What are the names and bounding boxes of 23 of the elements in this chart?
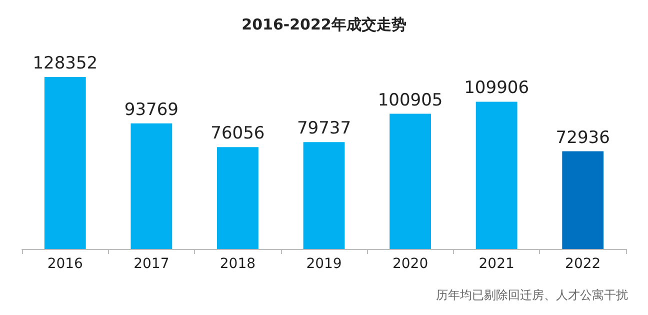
- data-label: 79737: [296, 118, 352, 139]
- data-label: 76056: [210, 124, 265, 144]
- bar: [44, 77, 86, 249]
- text: 历年均已剔除回迁房、人才公寓干扰: [436, 288, 628, 302]
- data-label: 93769: [124, 100, 178, 120]
- x-tick-label: 2021: [478, 256, 514, 272]
- bar: [303, 142, 345, 249]
- data-label: 100905: [378, 90, 443, 110]
- x-tick-label: 2019: [306, 256, 342, 272]
- data-label: 128352: [32, 54, 98, 74]
- bar: [562, 151, 604, 249]
- bar: [476, 102, 518, 249]
- x-tick-label: 2018: [220, 256, 256, 272]
- x-tick-label: 2016: [47, 256, 84, 272]
- bar: [130, 123, 172, 249]
- bar: [217, 147, 258, 249]
- x-tick-label: 2020: [392, 256, 428, 272]
- x-tick-label: 2017: [134, 256, 170, 272]
- data-label: 109906: [464, 78, 530, 98]
- data-label: 72936: [556, 128, 610, 148]
- x-tick-label: 2022: [565, 256, 601, 272]
- chart-title: 2016-2022年成交走势: [242, 16, 406, 34]
- bar: [390, 114, 431, 249]
